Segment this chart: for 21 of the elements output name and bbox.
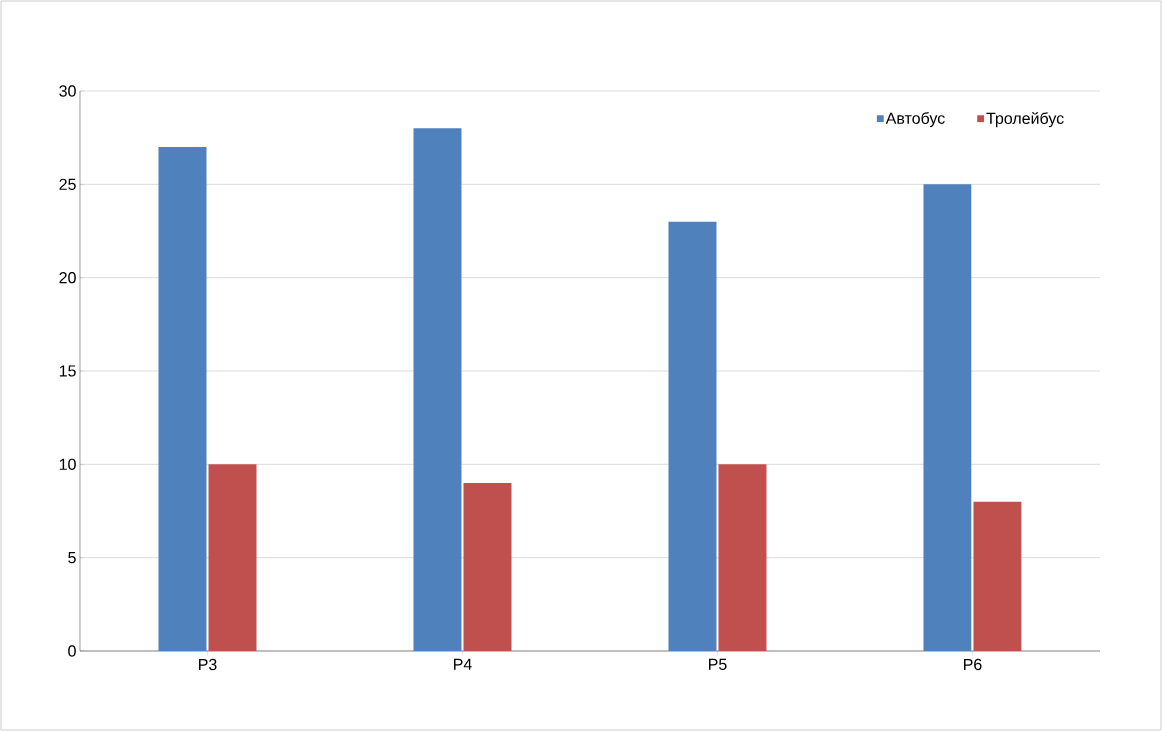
bar: [718, 464, 767, 651]
bar: [923, 184, 972, 651]
legend-label: Автобус: [885, 112, 945, 128]
bar: [463, 483, 512, 651]
x-tick-label: Р5: [709, 658, 727, 670]
y-tick-label: 25: [59, 178, 76, 190]
x-tick-label: Р6: [964, 658, 982, 671]
y-tick-label: 10: [59, 458, 76, 470]
bar: [668, 221, 717, 651]
bar: [973, 501, 1022, 651]
bar: [208, 464, 257, 651]
bar: [158, 147, 207, 651]
bar: [413, 128, 462, 651]
y-tick-label: 30: [59, 85, 76, 97]
y-tick-label: 20: [59, 272, 76, 284]
x-tick-label: Р4: [454, 658, 472, 670]
legend-label: Тролейбус: [986, 112, 1064, 128]
x-tick-label: Р3: [199, 658, 217, 671]
y-tick-label: 5: [68, 552, 76, 564]
y-tick-label: 15: [59, 365, 76, 377]
y-tick-label: 0: [68, 645, 76, 657]
